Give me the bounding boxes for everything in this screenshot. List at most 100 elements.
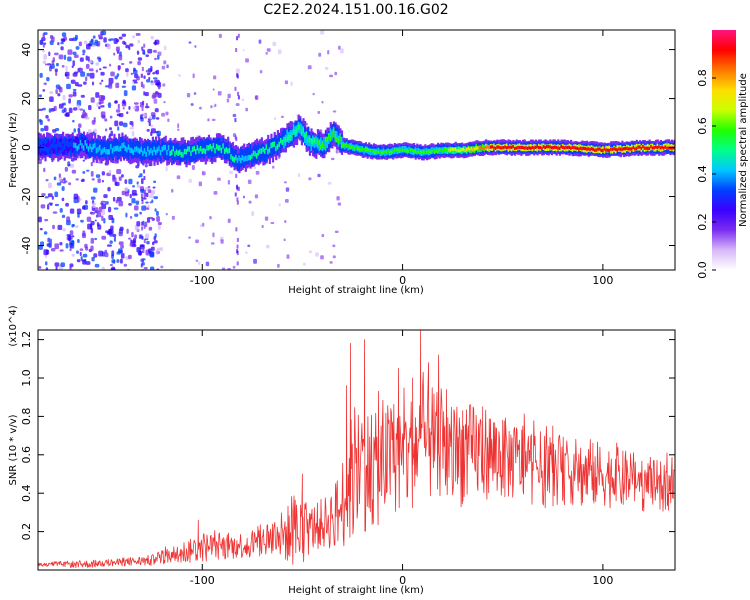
spectrogram-ridge-cell xyxy=(454,147,457,151)
spectrogram-noise-cell xyxy=(57,224,63,230)
spectrogram-noise-cell xyxy=(148,76,151,80)
spectrogram-noise-cell xyxy=(67,56,72,62)
spectrogram-noise-cell xyxy=(148,122,151,127)
spectrogram-ridge-cell xyxy=(616,144,619,152)
spectrogram-noise-cell xyxy=(42,32,46,39)
spectrogram-noise-cell xyxy=(91,81,95,86)
spectrogram-noise-cell xyxy=(285,187,290,192)
spectrogram-noise-cell xyxy=(75,178,79,181)
spectrogram-ridge-cell xyxy=(300,130,304,136)
spectrogram-ridge-cell xyxy=(462,147,465,151)
spectrogram-noise-cell xyxy=(153,180,157,184)
spectrogram-noise-cell xyxy=(121,63,125,66)
spectrogram-noise-cell xyxy=(124,179,128,184)
spectrogram-ridge-cell xyxy=(89,143,92,150)
spectrogram-ridge-cell xyxy=(320,144,323,151)
spectrogram-noise-cell xyxy=(258,39,262,44)
spectrogram-ridge-cell xyxy=(376,150,379,154)
spectrogram-noise-cell xyxy=(144,92,149,97)
spectrogram-noise-cell xyxy=(332,110,337,113)
spectrogram-ridge-cell xyxy=(143,148,146,154)
spectrogram-ridge-cell xyxy=(167,147,171,159)
spectrogram-ridge-cell xyxy=(265,144,268,150)
spectrogram-noise-cell xyxy=(248,200,252,204)
spectrogram-noise-cell xyxy=(95,92,100,98)
spectrogram-noise-cell xyxy=(44,218,49,222)
spectrogram-ridge-cell xyxy=(344,143,347,147)
spectrogram-noise-cell xyxy=(42,50,45,53)
spectrogram-ridge-cell xyxy=(222,143,225,155)
spectrogram-ridge-cell xyxy=(368,148,371,152)
spectrogram-noise-cell xyxy=(96,102,99,107)
spectrogram-noise-cell xyxy=(76,208,82,215)
spectrogram-ridge-cell xyxy=(400,148,403,152)
spectrogram-noise-cell xyxy=(266,48,271,52)
spectrogram-noise-cell xyxy=(72,88,77,91)
spectrogram-ridge-cell xyxy=(477,146,480,150)
spectrogram-ridge-cell xyxy=(465,147,469,152)
spectrogram-ridge-cell xyxy=(174,151,177,157)
spectrogram-noise-cell xyxy=(253,258,257,264)
spectrogram-noise-cell xyxy=(59,207,63,213)
spectrogram-noise-cell xyxy=(153,42,157,45)
spectrogram-noise-cell xyxy=(165,212,168,216)
spectrogram-ridge-cell xyxy=(42,146,46,152)
spectrogram-noise-cell xyxy=(146,79,151,83)
spectrogram-noise-cell xyxy=(94,207,99,213)
spectrogram-noise-cell xyxy=(234,118,237,123)
spectrogram-noise-cell xyxy=(270,222,275,225)
spectrogram-ridge-cell xyxy=(542,145,545,149)
spectrogram-noise-cell xyxy=(245,251,248,255)
spectrogram-ridge-cell xyxy=(408,149,411,154)
spectrogram-noise-cell xyxy=(125,68,129,73)
spectrogram-ridge-cell xyxy=(225,147,228,153)
spectrogram-ridge-cell xyxy=(533,146,536,150)
spectrogram-noise-cell xyxy=(116,169,122,175)
spectrogram-ridge-cell xyxy=(342,144,345,148)
spectrogram-y-ticks: -40 -20 0 20 40 xyxy=(20,43,675,254)
spectrogram-ridge-cell xyxy=(172,145,175,152)
spectrogram-noise-cell xyxy=(41,37,46,41)
spectrogram-noise-cell xyxy=(141,73,144,78)
spectrogram-ridge-cell xyxy=(46,147,49,153)
spectrogram-noise-cell xyxy=(80,219,84,223)
spectrogram-ridge-cell xyxy=(326,137,329,149)
spectrogram-ridge-cell xyxy=(191,146,195,153)
spectrogram-noise-cell xyxy=(128,203,132,206)
spectrogram-ridge-cell xyxy=(438,148,441,152)
spectrogram-ridge-cell xyxy=(488,145,491,149)
colorbar-gradient xyxy=(712,30,736,270)
spectrogram-ridge-cell xyxy=(348,145,352,150)
spectrogram-ridge-cell xyxy=(220,141,223,153)
spectrogram-ridge-cell xyxy=(350,145,353,149)
spectrogram-noise-cell xyxy=(103,37,107,43)
spectrogram-ridge-cell xyxy=(658,145,661,149)
spectrogram-ridge-cell xyxy=(66,141,70,147)
spectrogram-ridge-cell xyxy=(421,150,424,155)
spectrogram-ridge-cell xyxy=(568,145,571,149)
spectrogram-noise-cell xyxy=(94,263,100,268)
spectrogram-noise-cell xyxy=(76,250,79,254)
spectrogram-ridge-cell xyxy=(315,138,318,144)
spectrogram-noise-cell xyxy=(68,38,74,42)
spectrogram-noise-cell xyxy=(54,262,60,267)
spectrogram-noise-cell xyxy=(205,261,210,267)
spectrogram-noise-cell xyxy=(146,129,150,132)
spectrogram-ridge-cell xyxy=(305,131,308,137)
spectrogram-ridge-cell xyxy=(63,143,66,155)
spectrogram-noise-cell xyxy=(81,205,86,210)
spectrogram-ridge-cell xyxy=(334,134,337,140)
spectrogram-noise-cell xyxy=(83,81,87,85)
colorbar-tick-label: 0.2 xyxy=(696,213,709,231)
spectrogram-noise-cell xyxy=(39,72,43,78)
spectrogram-ridge-cell xyxy=(422,150,425,154)
spectrogram-noise-cell xyxy=(66,76,70,79)
spectrogram-ridge-cell xyxy=(445,148,448,152)
spectrogram-ridge-cell xyxy=(90,146,94,153)
spectrogram-noise-cell xyxy=(121,190,126,196)
spectrogram-noise-cell xyxy=(157,51,162,56)
spectrogram-noise-cell xyxy=(153,240,158,244)
spectrogram-ridge-cell xyxy=(215,145,219,157)
spectrogram-noise-cell xyxy=(334,71,338,76)
spectrogram-ridge-cell xyxy=(536,145,539,149)
